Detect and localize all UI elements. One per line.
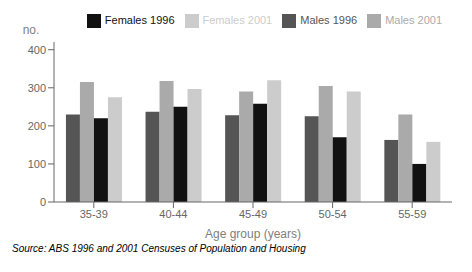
svg-text:40-44: 40-44 xyxy=(159,208,187,220)
svg-text:55-59: 55-59 xyxy=(398,208,426,220)
svg-text:0: 0 xyxy=(40,196,46,208)
svg-text:300: 300 xyxy=(28,82,46,94)
svg-text:35-39: 35-39 xyxy=(80,208,108,220)
svg-text:400: 400 xyxy=(28,44,46,56)
html-text:Source: ABS 1996 and 2001 Cens: Source: ABS 1996 and 2001 Censuses of Po… xyxy=(12,243,306,254)
html-text:Females 1996: Females 1996 xyxy=(104,14,175,26)
html-text:Males 1996: Males 1996 xyxy=(300,14,358,26)
svg-text:45-49: 45-49 xyxy=(239,208,267,220)
html-text:Females 2001: Females 2001 xyxy=(202,14,273,26)
svg-text:no.: no. xyxy=(23,23,40,37)
svg-text:100: 100 xyxy=(28,158,46,170)
html-text:Males 2001: Males 2001 xyxy=(385,14,442,26)
svg-text:50-54: 50-54 xyxy=(319,208,347,220)
svg-text:200: 200 xyxy=(28,120,46,132)
svg-text:Age group (years): Age group (years) xyxy=(205,227,301,241)
